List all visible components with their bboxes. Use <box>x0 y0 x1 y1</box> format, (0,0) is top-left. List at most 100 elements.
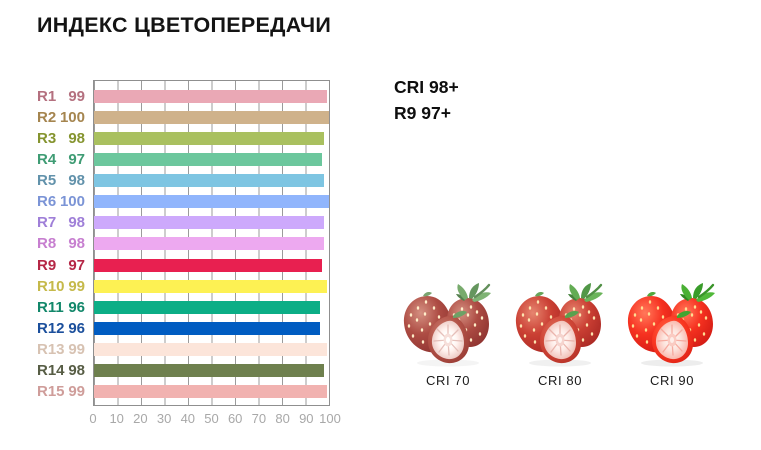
x-tick-30: 30 <box>156 411 172 426</box>
bar-R13 <box>94 342 327 356</box>
row-label-R7: R7 98 <box>37 212 85 233</box>
bar-row-R12 <box>94 318 329 339</box>
value-label: 97 <box>68 256 85 274</box>
y-axis-labels: R1 99 R2 100 R3 98 R4 97 R5 98 R6 100 R7 98 R8 98 R9 97 R1… <box>37 80 85 406</box>
berry-label: CRI 80 <box>537 373 583 388</box>
berry-figure-3: CRI 90 <box>620 282 724 388</box>
value-label: 99 <box>68 340 85 358</box>
halved-strawberry <box>427 311 469 364</box>
berry-label: CRI 90 <box>649 373 695 388</box>
x-tick-50: 50 <box>204 411 219 426</box>
bar-R8 <box>94 237 325 251</box>
bar-R10 <box>94 279 327 293</box>
bar-row-R14 <box>94 360 329 381</box>
strawberry-leaves <box>568 283 603 302</box>
row-label-R12: R12 96 <box>37 318 85 339</box>
flesh-streaks <box>545 324 575 356</box>
x-tick-10: 10 <box>109 411 124 426</box>
flesh-core-center <box>558 337 562 343</box>
row-label-R1: R1 99 <box>37 86 85 107</box>
row-label-R8: R8 98 <box>37 233 85 254</box>
bar-row-R4 <box>94 149 329 170</box>
value-label: 99 <box>68 382 85 400</box>
value-label: 98 <box>68 214 85 232</box>
summary-r9: R9 97+ <box>394 103 451 123</box>
summary-text: CRI 98+ R9 97+ <box>394 74 459 126</box>
category-label: R3 <box>37 130 57 148</box>
berry-label: CRI 70 <box>425 373 471 388</box>
category-label: R5 <box>37 172 57 190</box>
halved-strawberry <box>539 311 581 364</box>
bar-R7 <box>94 216 325 230</box>
value-label: 98 <box>68 361 85 379</box>
x-tick-40: 40 <box>180 411 196 426</box>
category-label: R13 <box>37 340 65 358</box>
category-label: R15 <box>37 382 65 400</box>
row-label-R2: R2 100 <box>37 107 85 128</box>
cri-bar-chart: R1 99 R2 100 R3 98 R4 97 R5 98 R6 100 R7 98 R8 98 R9 97 R1… <box>37 80 330 406</box>
bar-row-R1 <box>94 86 329 107</box>
bar-R6 <box>94 195 329 209</box>
page-title: ИНДЕКС ЦВЕТОПЕРЕДАЧИ <box>37 13 332 37</box>
left-berry-calyx <box>535 292 544 297</box>
value-label: 99 <box>68 277 85 295</box>
bar-row-R5 <box>94 170 329 191</box>
bar-R4 <box>94 153 322 167</box>
row-label-R3: R3 98 <box>37 128 85 149</box>
category-label: R8 <box>37 235 57 253</box>
left-berry-calyx <box>423 292 432 297</box>
bar-R12 <box>94 321 320 335</box>
bar-R1 <box>94 90 327 104</box>
category-label: R10 <box>37 277 65 295</box>
bar-R9 <box>94 258 322 272</box>
bar-R5 <box>94 174 325 188</box>
flesh-core-center <box>670 337 674 343</box>
x-tick-90: 90 <box>299 411 314 426</box>
strawberry-stem <box>585 283 603 299</box>
value-label: 100 <box>59 109 85 127</box>
berry-figure-2: CRI 80 <box>508 282 612 388</box>
bar-row-R9 <box>94 255 329 276</box>
bar-row-R8 <box>94 233 329 254</box>
bar-row-R15 <box>94 381 329 402</box>
row-label-R5: R5 98 <box>37 170 85 191</box>
category-label: R6 <box>37 193 57 211</box>
bar-R11 <box>94 300 320 314</box>
value-label: 98 <box>68 172 85 190</box>
half-berry-leaf <box>677 311 691 318</box>
strawberry-leaves <box>680 283 715 302</box>
x-axis: 0 10 20 30 40 50 60 70 80 90 100 <box>89 411 340 427</box>
category-label: R14 <box>37 361 65 379</box>
value-label: 97 <box>68 151 85 169</box>
strawberries-image <box>403 283 491 367</box>
bar-row-R10 <box>94 276 329 297</box>
bar-row-R2 <box>94 107 329 128</box>
category-label: R12 <box>37 319 65 337</box>
x-tick-0: 0 <box>89 411 97 426</box>
plot-area <box>93 80 330 406</box>
bar-row-R3 <box>94 128 329 149</box>
berry-comparison: CRI 70 <box>396 282 724 388</box>
row-label-R4: R4 97 <box>37 149 85 170</box>
category-label: R4 <box>37 151 57 169</box>
value-label: 98 <box>68 130 85 148</box>
value-label: 98 <box>68 235 85 253</box>
x-tick-60: 60 <box>227 411 243 426</box>
row-label-R13: R13 99 <box>37 339 85 360</box>
bar-R2 <box>94 111 329 125</box>
strawberry-leaves <box>456 283 491 302</box>
flesh-core-center <box>446 337 450 343</box>
summary-cri: CRI 98+ <box>394 77 459 97</box>
bar-R14 <box>94 363 325 377</box>
row-label-R15: R15 99 <box>37 381 85 402</box>
category-label: R2 <box>37 109 57 127</box>
row-label-R14: R14 98 <box>37 360 85 381</box>
category-label: R11 <box>37 298 64 316</box>
bar-R15 <box>94 384 327 398</box>
left-berry-calyx <box>647 292 656 297</box>
value-label: 100 <box>59 193 85 211</box>
x-tick-100: 100 <box>319 411 341 426</box>
row-label-R11: R11 96 <box>37 297 85 318</box>
row-label-R6: R6 100 <box>37 191 85 212</box>
